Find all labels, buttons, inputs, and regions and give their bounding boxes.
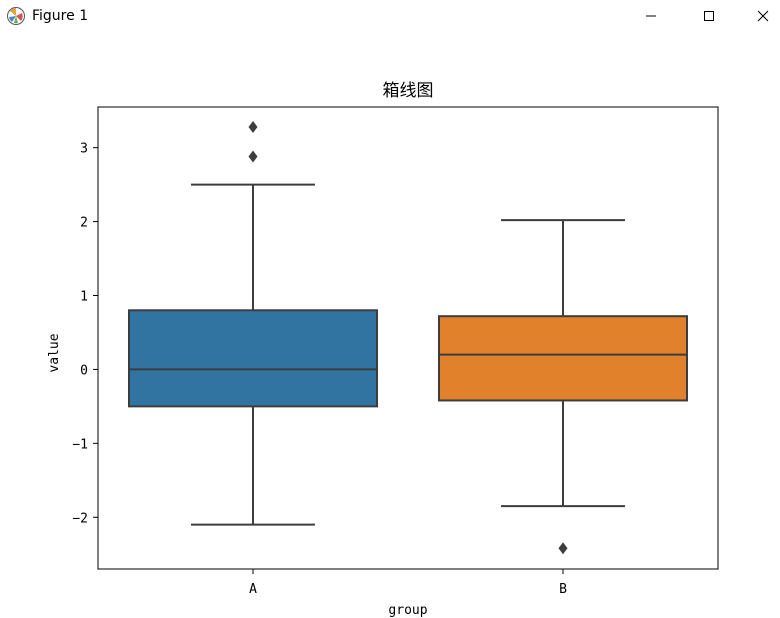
minimize-icon xyxy=(646,15,656,17)
y-tick-label-2: 0 xyxy=(80,363,88,378)
x-axis-label: group xyxy=(388,603,427,618)
box-b xyxy=(438,315,688,402)
outlier-point-a-0 xyxy=(248,120,258,133)
outlier-point-a-1 xyxy=(248,150,258,163)
window-titlebar: Figure 1 xyxy=(0,0,780,34)
minimize-button[interactable] xyxy=(628,0,674,32)
box-a xyxy=(128,309,378,408)
y-tick-label-1: −1 xyxy=(72,437,88,452)
box-plot-chart: 箱线图 group value A B −2 −1 0 1 2 3 xyxy=(47,81,719,618)
y-axis-label: value xyxy=(47,333,62,372)
chart-title: 箱线图 xyxy=(383,81,434,101)
plot-frame xyxy=(97,106,719,570)
x-tick-label-a: A xyxy=(249,582,257,597)
outlier-point-b-0 xyxy=(558,542,568,555)
y-tick-label-3: 1 xyxy=(80,289,88,304)
y-tick-label-4: 2 xyxy=(80,216,88,231)
y-tick-label-5: 3 xyxy=(80,142,88,157)
close-icon xyxy=(757,10,769,22)
maximize-button[interactable] xyxy=(686,0,732,32)
matplotlib-figure-icon xyxy=(7,7,25,25)
x-tick-label-b: B xyxy=(559,582,567,597)
window-title: Figure 1 xyxy=(32,8,89,24)
maximize-icon xyxy=(704,11,714,21)
y-tick-label-0: −2 xyxy=(72,511,88,526)
close-button[interactable] xyxy=(740,0,780,32)
